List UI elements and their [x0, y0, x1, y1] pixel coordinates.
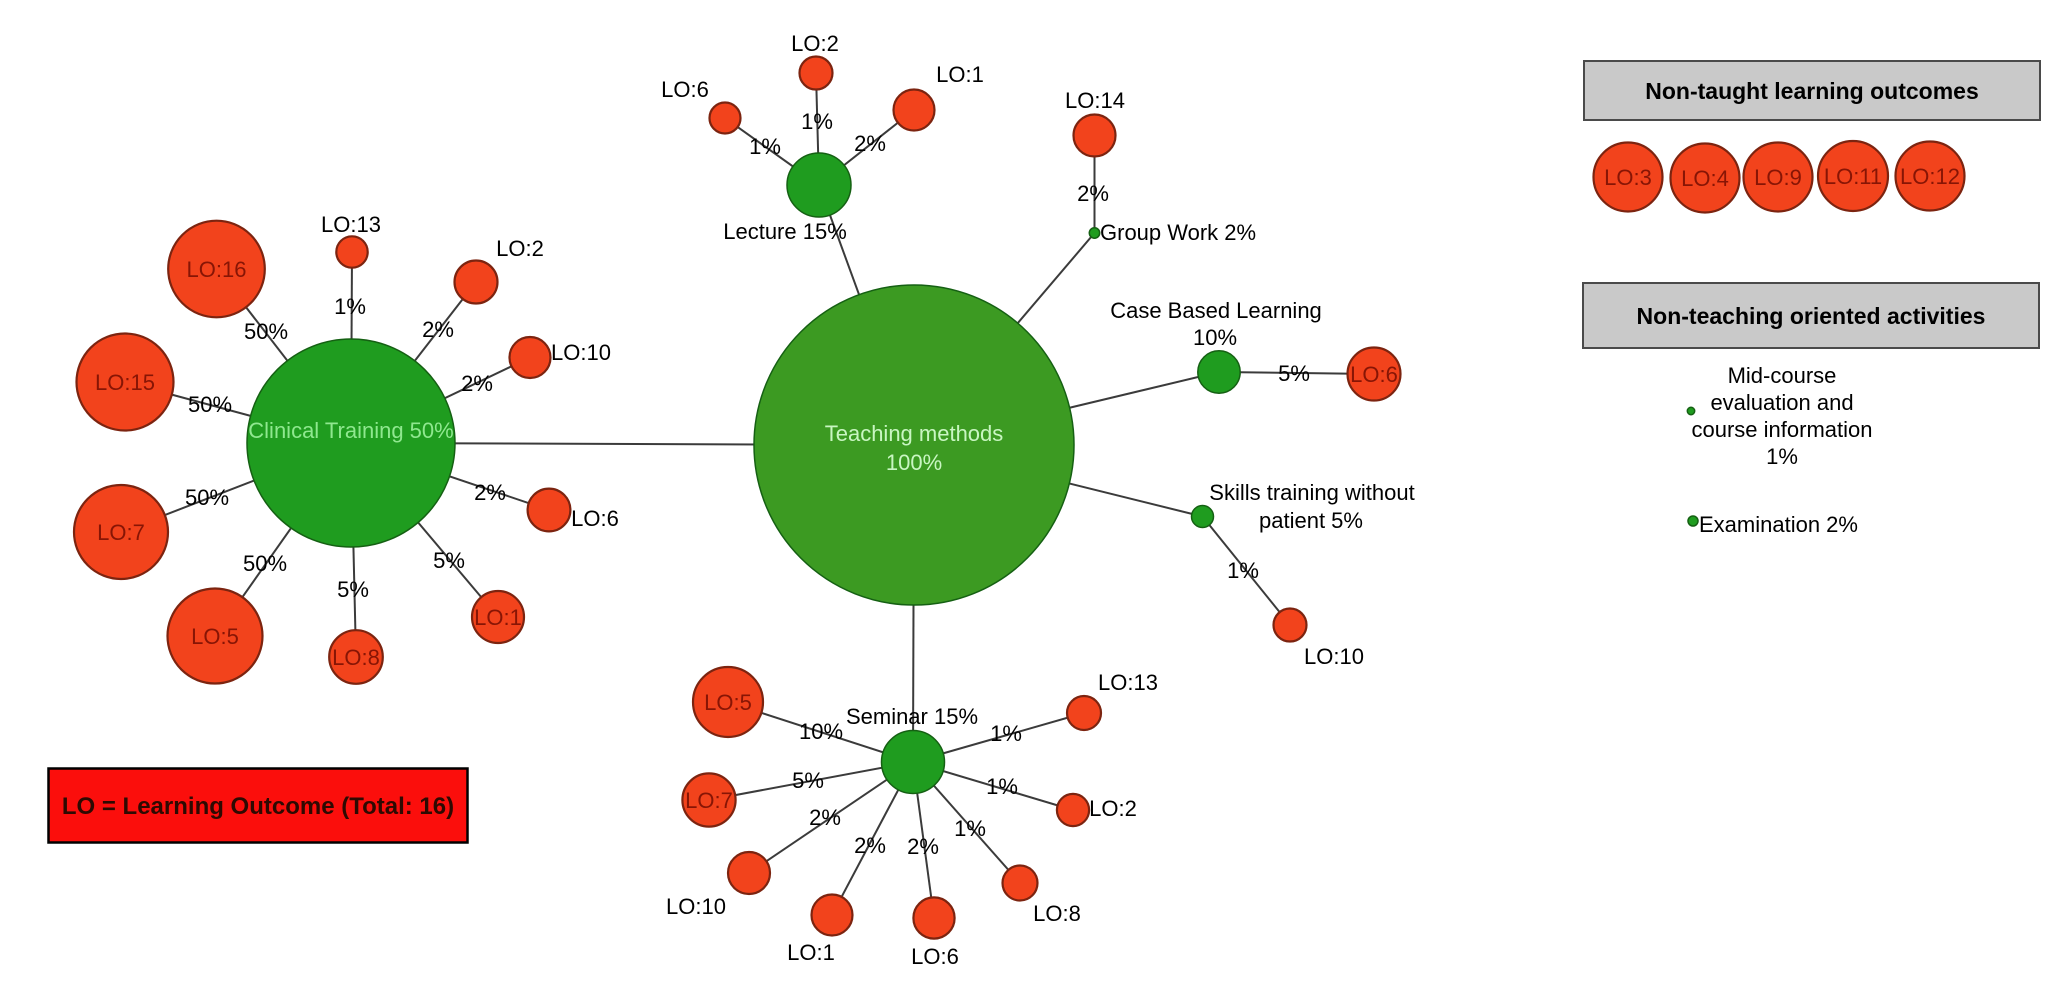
- svg-text:Teaching methods: Teaching methods: [825, 421, 1004, 446]
- svg-text:Seminar 15%: Seminar 15%: [846, 704, 978, 729]
- svg-text:LO:9: LO:9: [1754, 165, 1802, 190]
- svg-text:LO:1: LO:1: [787, 940, 835, 965]
- svg-text:Case Based Learning: Case Based Learning: [1110, 298, 1322, 323]
- svg-text:1%: 1%: [801, 109, 833, 134]
- svg-text:50%: 50%: [243, 551, 287, 576]
- svg-text:LO:14: LO:14: [1065, 88, 1125, 113]
- svg-text:2%: 2%: [461, 371, 493, 396]
- svg-text:LO:7: LO:7: [97, 520, 145, 545]
- svg-text:50%: 50%: [188, 392, 232, 417]
- svg-text:2%: 2%: [1077, 181, 1109, 206]
- svg-text:LO:10: LO:10: [1304, 644, 1364, 669]
- svg-text:LO:12: LO:12: [1900, 164, 1960, 189]
- svg-text:LO:5: LO:5: [191, 624, 239, 649]
- svg-text:LO:15: LO:15: [95, 370, 155, 395]
- svg-text:LO:2: LO:2: [496, 236, 544, 261]
- svg-text:LO:11: LO:11: [1824, 164, 1882, 189]
- svg-text:Examination 2%: Examination 2%: [1699, 512, 1858, 537]
- svg-text:1%: 1%: [1766, 444, 1798, 469]
- svg-text:50%: 50%: [244, 319, 288, 344]
- svg-text:10%: 10%: [799, 719, 843, 744]
- svg-text:LO:6: LO:6: [571, 506, 619, 531]
- svg-text:2%: 2%: [854, 131, 886, 156]
- svg-text:patient 5%: patient 5%: [1259, 508, 1363, 533]
- svg-text:LO:2: LO:2: [791, 31, 839, 56]
- svg-text:evaluation and: evaluation and: [1710, 390, 1853, 415]
- svg-text:Non-taught learning outcomes: Non-taught learning outcomes: [1645, 78, 1979, 104]
- svg-text:Clinical Training 50%: Clinical Training 50%: [248, 418, 453, 443]
- svg-text:1%: 1%: [1227, 558, 1259, 583]
- svg-text:2%: 2%: [907, 834, 939, 859]
- svg-text:LO:1: LO:1: [936, 62, 984, 87]
- svg-text:LO:6: LO:6: [661, 77, 709, 102]
- svg-text:course information: course information: [1692, 417, 1873, 442]
- svg-text:1%: 1%: [990, 721, 1022, 746]
- svg-text:LO:6: LO:6: [911, 944, 959, 969]
- svg-text:LO:6: LO:6: [1350, 362, 1398, 387]
- svg-text:2%: 2%: [422, 317, 454, 342]
- svg-text:Mid-course: Mid-course: [1728, 363, 1837, 388]
- svg-text:Group Work 2%: Group Work 2%: [1100, 220, 1256, 245]
- svg-text:2%: 2%: [474, 480, 506, 505]
- svg-text:LO:13: LO:13: [1098, 670, 1158, 695]
- svg-text:1%: 1%: [986, 774, 1018, 799]
- svg-text:5%: 5%: [433, 548, 465, 573]
- svg-text:LO:4: LO:4: [1681, 166, 1729, 191]
- svg-text:10%: 10%: [1193, 325, 1237, 350]
- svg-text:Non-teaching oriented activiti: Non-teaching oriented activities: [1637, 303, 1986, 329]
- svg-text:5%: 5%: [792, 768, 824, 793]
- svg-text:1%: 1%: [954, 816, 986, 841]
- svg-text:Lecture 15%: Lecture 15%: [723, 219, 847, 244]
- svg-text:2%: 2%: [809, 805, 841, 830]
- svg-text:LO:13: LO:13: [321, 212, 381, 237]
- svg-text:1%: 1%: [749, 134, 781, 159]
- svg-text:Skills training without: Skills training without: [1209, 480, 1414, 505]
- svg-text:LO:7: LO:7: [685, 788, 733, 813]
- svg-text:LO = Learning Outcome (Total:: LO = Learning Outcome (Total: 16): [62, 793, 454, 820]
- svg-text:50%: 50%: [185, 485, 229, 510]
- svg-text:LO:5: LO:5: [704, 690, 752, 715]
- svg-text:1%: 1%: [334, 294, 366, 319]
- svg-text:100%: 100%: [886, 450, 942, 475]
- svg-text:LO:10: LO:10: [666, 894, 726, 919]
- svg-text:5%: 5%: [337, 577, 369, 602]
- svg-text:LO:1: LO:1: [474, 605, 522, 630]
- svg-text:LO:8: LO:8: [332, 645, 380, 670]
- svg-text:LO:8: LO:8: [1033, 901, 1081, 926]
- svg-text:LO:10: LO:10: [551, 340, 611, 365]
- svg-text:5%: 5%: [1278, 361, 1310, 386]
- svg-text:LO:2: LO:2: [1089, 796, 1137, 821]
- svg-text:2%: 2%: [854, 833, 886, 858]
- svg-text:LO:3: LO:3: [1604, 165, 1652, 190]
- svg-text:LO:16: LO:16: [187, 257, 247, 282]
